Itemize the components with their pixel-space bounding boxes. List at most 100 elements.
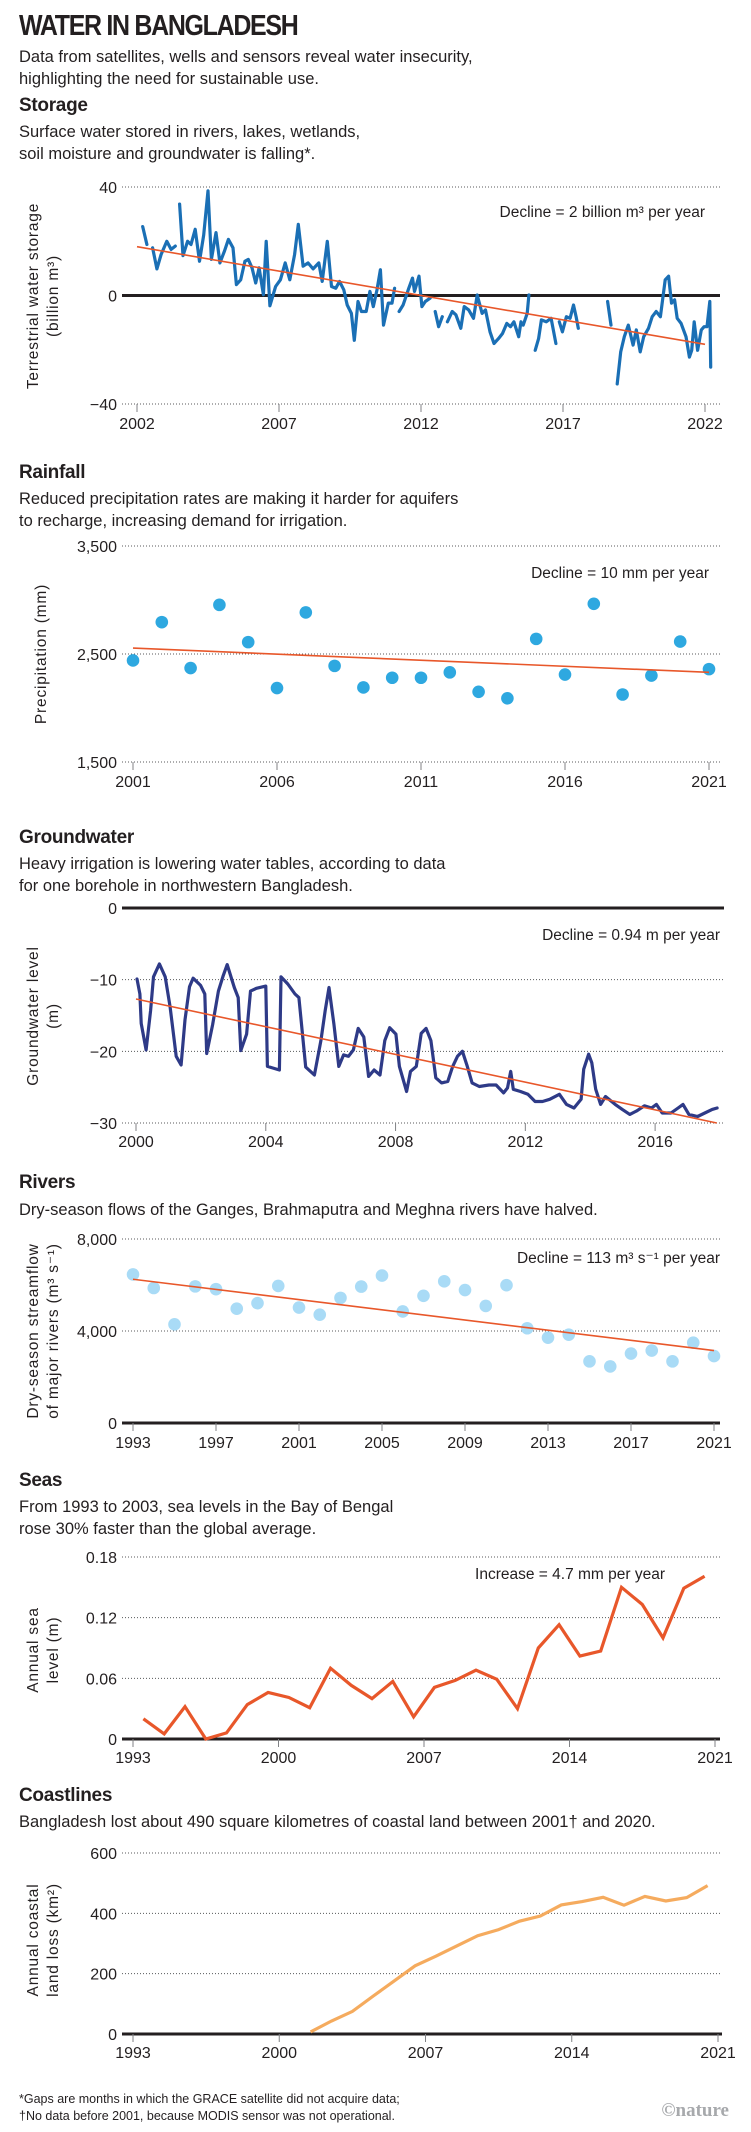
nature-logo: ©nature	[661, 2100, 729, 2121]
data-point	[529, 632, 543, 646]
data-point	[443, 666, 457, 679]
y-axis-label: land loss (km²)	[45, 1883, 62, 1997]
x-tick-label: 2022	[687, 416, 723, 433]
groundwater-title: Groundwater	[19, 827, 134, 848]
subtitle-line-2: highlighting the need for sustainable us…	[19, 70, 319, 88]
data-point	[168, 1318, 181, 1331]
data-point	[213, 598, 226, 612]
trend-line	[132, 647, 710, 674]
trend-annotation: Decline = 2 billion m³ per year	[500, 204, 705, 221]
x-tick-label: 2000	[261, 2045, 297, 2062]
y-axis-label: level (m)	[45, 1617, 62, 1684]
data-point	[313, 1308, 327, 1321]
series-line	[142, 1574, 706, 1741]
data-point	[292, 1301, 306, 1314]
data-point	[328, 659, 341, 673]
trend-annotation: Increase = 4.7 mm per year	[475, 1566, 665, 1583]
data-point	[616, 688, 629, 701]
x-tick-label: 2017	[613, 1435, 649, 1452]
data-point	[271, 1279, 285, 1293]
y-tick-label: 4,000	[77, 1324, 117, 1341]
y-tick-label: 400	[90, 1906, 117, 1923]
groundwater-desc-2: for one borehole in northwestern Banglad…	[19, 877, 353, 895]
x-tick-label: 2009	[447, 1435, 483, 1452]
data-point	[357, 681, 370, 694]
data-point	[458, 1283, 472, 1297]
series-line-segment	[135, 962, 719, 1119]
x-tick-label: 2021	[696, 1435, 732, 1452]
series-line-segment	[533, 316, 558, 352]
x-tick-label: 1993	[115, 2045, 151, 2062]
x-tick-label: 2016	[637, 1134, 673, 1151]
y-tick-label: 40	[99, 180, 117, 197]
y-axis-label: of major rivers (m³ s⁻¹)	[45, 1243, 62, 1419]
data-point	[270, 681, 284, 695]
x-tick-label: 2014	[554, 2045, 590, 2062]
data-point	[500, 1278, 513, 1292]
rivers-desc-1: Dry-season flows of the Ganges, Brahmapu…	[19, 1201, 598, 1219]
x-tick-label: 2001	[115, 774, 151, 791]
data-point	[230, 1302, 244, 1315]
x-tick-label: 2021	[697, 1750, 733, 1767]
y-tick-label: −20	[90, 1044, 117, 1061]
trend-annotation: Decline = 0.94 m per year	[542, 927, 720, 944]
data-point	[396, 1305, 410, 1318]
subtitle-line-1: Data from satellites, wells and sensors …	[19, 48, 473, 66]
y-tick-label: −30	[90, 1116, 117, 1133]
y-tick-label: 8,000	[77, 1232, 117, 1249]
series-line-segment	[141, 225, 149, 247]
series-line	[309, 1884, 709, 2034]
y-axis-label: Dry-season streamflow	[25, 1243, 42, 1418]
seas-desc-1: From 1993 to 2003, sea levels in the Bay…	[19, 1498, 394, 1516]
y-tick-label: −10	[90, 973, 117, 990]
x-tick-label: 2021	[691, 774, 727, 791]
y-tick-label: 0.12	[86, 1611, 117, 1628]
y-tick-label: 2,500	[77, 647, 117, 664]
x-tick-label: 2001	[281, 1435, 317, 1452]
data-point	[334, 1291, 347, 1305]
data-point	[472, 685, 485, 699]
series-line-segment	[397, 274, 432, 314]
y-tick-label: 0	[108, 2027, 117, 2044]
y-tick-label: 0	[108, 289, 117, 306]
data-point	[354, 1280, 368, 1293]
x-tick-label: 2000	[261, 1750, 297, 1767]
data-point	[414, 671, 428, 685]
seas-title: Seas	[19, 1470, 63, 1491]
x-tick-label: 2000	[118, 1134, 154, 1151]
y-axis-label: Annual coastal	[25, 1884, 42, 1997]
y-tick-label: 600	[90, 1846, 117, 1863]
data-point	[479, 1299, 493, 1313]
data-point	[673, 635, 687, 648]
data-point	[126, 654, 140, 667]
x-tick-label: 2008	[378, 1134, 414, 1151]
rainfall-desc-1: Reduced precipitation rates are making i…	[19, 490, 459, 508]
data-point	[385, 671, 399, 685]
x-tick-label: 2006	[259, 774, 295, 791]
data-point	[126, 1268, 140, 1281]
seas-desc-2: rose 30% faster than the global average.	[19, 1520, 317, 1538]
trend-line	[132, 1278, 715, 1352]
data-point	[583, 1355, 596, 1368]
data-point	[666, 1355, 679, 1368]
series-line-segment	[445, 293, 523, 346]
series-line-segment	[178, 189, 397, 342]
storage-desc-1: Surface water stored in rivers, lakes, w…	[19, 123, 361, 141]
x-tick-label: 1993	[115, 1435, 151, 1452]
y-tick-label: 0	[108, 901, 117, 918]
data-point	[251, 1296, 264, 1310]
footnote-2: †No data before 2001, because MODIS sens…	[19, 2109, 395, 2123]
x-tick-label: 2021	[700, 2045, 736, 2062]
x-tick-label: 2007	[408, 2045, 444, 2062]
main-title: WATER IN BANGLADESH	[19, 10, 299, 42]
storage-title: Storage	[19, 95, 88, 116]
series-line-segment	[557, 303, 580, 334]
data-point	[184, 661, 197, 675]
rainfall-chart: 3,500 2,500 1,500 2001 2006 2011 2016 2021 Preci…	[33, 539, 727, 791]
y-axis-label: Annual sea	[25, 1607, 42, 1693]
y-tick-label: −40	[90, 397, 117, 414]
series-line-segment	[615, 274, 713, 386]
y-tick-label: 3,500	[77, 539, 117, 556]
